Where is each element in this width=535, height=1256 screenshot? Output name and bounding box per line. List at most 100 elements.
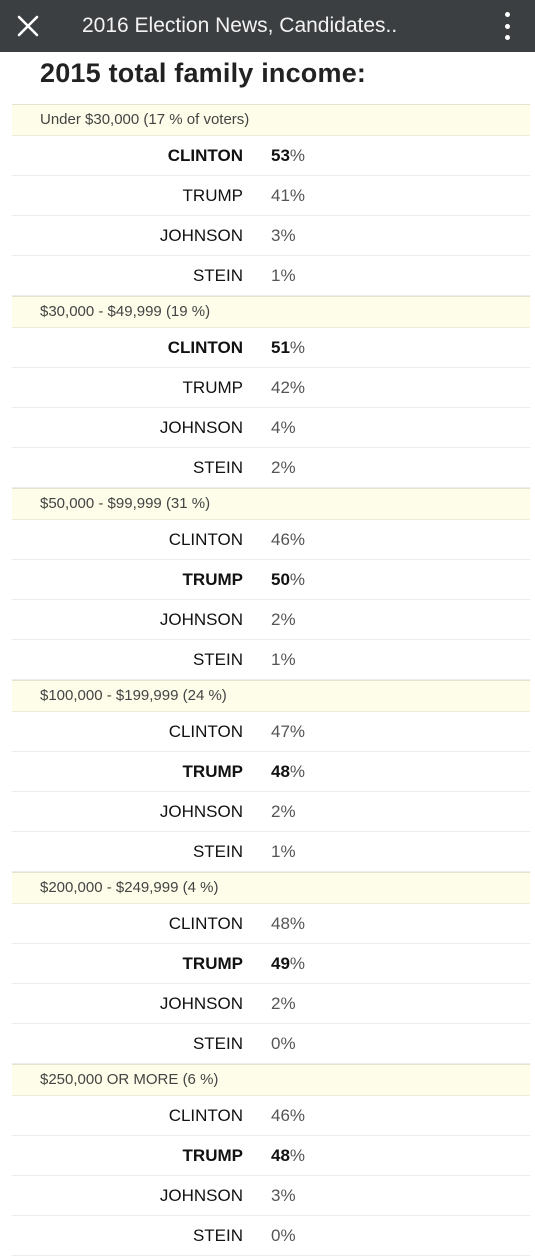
percent-value: 1 [271,649,281,669]
percent-sign: % [280,1033,296,1053]
percent-value: 53 [271,145,290,165]
candidate-percent: 47% [271,722,305,742]
percent-sign: % [280,457,296,477]
percent-value: 51 [271,337,290,357]
percent-sign: % [289,1145,306,1165]
candidate-row: JOHNSON 2% [12,792,530,832]
app-bar: 2016 Election News, Candidates.. [0,0,535,52]
close-icon[interactable] [0,0,56,52]
percent-value: 2 [271,993,281,1013]
candidate-row: STEIN 1% [12,832,530,872]
percent-sign: % [289,761,306,781]
income-group-header: $30,000 - $49,999 (19 %) [12,296,530,328]
candidate-percent: 3% [271,1186,296,1206]
candidate-percent: 3% [271,226,296,246]
candidate-name: STEIN [192,1033,243,1053]
percent-value: 46 [271,529,290,549]
candidate-row: TRUMP 48% [12,752,530,792]
candidate-name: JOHNSON [159,993,243,1013]
section-heading: 2015 total family income: [40,58,367,88]
percent-sign: % [280,225,296,245]
percent-value: 48 [271,1145,290,1165]
percent-sign: % [289,721,306,741]
candidate-percent: 1% [271,266,296,286]
percent-value: 1 [271,265,281,285]
percent-sign: % [280,1225,296,1245]
income-results-table: Under $30,000 (17 % of voters) CLINTON 53%… [12,104,530,1256]
percent-sign: % [289,377,306,397]
candidate-row: TRUMP 49% [12,944,530,984]
percent-sign: % [280,993,296,1013]
candidate-row: JOHNSON 3% [12,1176,530,1216]
candidate-percent: 53% [271,146,305,166]
candidate-row: JOHNSON 4% [12,408,530,448]
candidate-percent: 50% [271,570,305,590]
candidate-percent: 48% [271,762,305,782]
candidate-row: CLINTON 46% [12,1096,530,1136]
percent-value: 49 [271,953,290,973]
percent-value: 0 [271,1225,281,1245]
candidate-percent: 2% [271,458,296,478]
candidate-row: JOHNSON 2% [12,600,530,640]
candidate-name: JOHNSON [159,609,243,629]
candidate-name: CLINTON [167,145,243,165]
candidate-name: TRUMP [182,569,243,589]
candidate-name: CLINTON [167,337,243,357]
candidate-name: STEIN [192,649,243,669]
candidate-percent: 46% [271,1106,305,1126]
candidate-row: JOHNSON 3% [12,216,530,256]
candidate-name: CLINTON [168,721,243,741]
percent-sign: % [280,801,296,821]
candidate-name: JOHNSON [159,801,243,821]
percent-value: 2 [271,609,281,629]
candidate-row: TRUMP 42% [12,368,530,408]
percent-value: 2 [271,457,281,477]
percent-sign: % [289,913,306,933]
percent-sign: % [289,1105,306,1125]
percent-sign: % [280,417,296,437]
percent-value: 3 [271,225,281,245]
candidate-row: CLINTON 51% [12,328,530,368]
candidate-percent: 0% [271,1226,296,1246]
candidate-percent: 2% [271,802,296,822]
percent-sign: % [289,337,306,357]
candidate-name: JOHNSON [159,225,243,245]
candidate-percent: 48% [271,914,305,934]
candidate-percent: 49% [271,954,305,974]
candidate-row: STEIN 0% [12,1024,530,1064]
percent-value: 0 [271,1033,281,1053]
percent-sign: % [280,609,296,629]
candidate-name: TRUMP [182,377,243,397]
candidate-row: TRUMP 50% [12,560,530,600]
income-group-header: Under $30,000 (17 % of voters) [12,104,530,136]
candidate-name: TRUMP [182,761,243,781]
candidate-percent: 51% [271,338,305,358]
percent-sign: % [280,265,296,285]
candidate-percent: 41% [271,186,305,206]
percent-value: 50 [271,569,290,589]
candidate-name: TRUMP [182,953,243,973]
percent-sign: % [289,953,306,973]
percent-sign: % [289,145,306,165]
percent-value: 48 [271,761,290,781]
candidate-percent: 2% [271,610,296,630]
candidate-percent: 4% [271,418,296,438]
income-group-header: $100,000 - $199,999 (24 %) [12,680,530,712]
candidate-name: CLINTON [168,913,243,933]
candidate-row: TRUMP 48% [12,1136,530,1176]
percent-value: 1 [271,841,281,861]
candidate-percent: 48% [271,1146,305,1166]
percent-value: 47 [271,721,290,741]
percent-value: 48 [271,913,290,933]
candidate-name: STEIN [192,841,243,861]
candidate-name: STEIN [192,457,243,477]
candidate-row: STEIN 1% [12,256,530,296]
candidate-row: STEIN 0% [12,1216,530,1256]
candidate-name: TRUMP [182,185,243,205]
more-options-icon[interactable] [503,12,511,40]
income-group-header: $200,000 - $249,999 (4 %) [12,872,530,904]
income-group-header: $250,000 OR MORE (6 %) [12,1064,530,1096]
candidate-percent: 46% [271,530,305,550]
candidate-row: CLINTON 48% [12,904,530,944]
candidate-row: CLINTON 47% [12,712,530,752]
